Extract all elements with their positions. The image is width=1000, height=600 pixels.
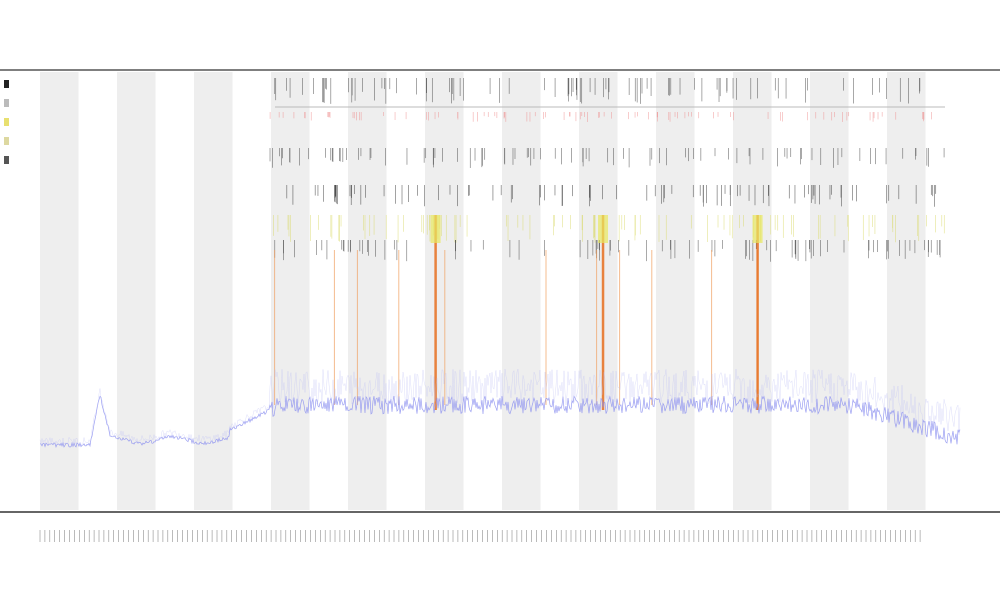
orange-spikes xyxy=(274,215,763,410)
shaded-band xyxy=(117,72,156,510)
shaded-band xyxy=(656,72,695,510)
shaded-band xyxy=(502,72,541,510)
shaded-band xyxy=(271,72,310,510)
shaded-band xyxy=(579,72,618,510)
shaded-band xyxy=(887,72,926,510)
legend-swatch xyxy=(4,80,9,88)
series-line xyxy=(39,395,961,448)
shaded-band xyxy=(810,72,849,510)
legend-swatch xyxy=(4,156,9,164)
legend xyxy=(4,80,9,164)
shaded-band xyxy=(194,72,233,510)
shaded-band xyxy=(425,72,464,510)
shaded-band xyxy=(348,72,387,510)
shaded-band xyxy=(40,72,79,510)
major-spike-highlight xyxy=(598,215,609,243)
x-tick-labels xyxy=(39,530,921,542)
legend-swatch xyxy=(4,118,9,126)
major-spike-highlight xyxy=(430,215,441,243)
legend-swatch xyxy=(4,99,9,107)
shaded-bands xyxy=(40,72,926,510)
major-spike-highlight xyxy=(752,215,763,243)
annotation-tracks xyxy=(269,78,945,262)
series-line-noise xyxy=(39,368,961,446)
legend-swatch xyxy=(4,137,9,145)
shaded-band xyxy=(733,72,772,510)
